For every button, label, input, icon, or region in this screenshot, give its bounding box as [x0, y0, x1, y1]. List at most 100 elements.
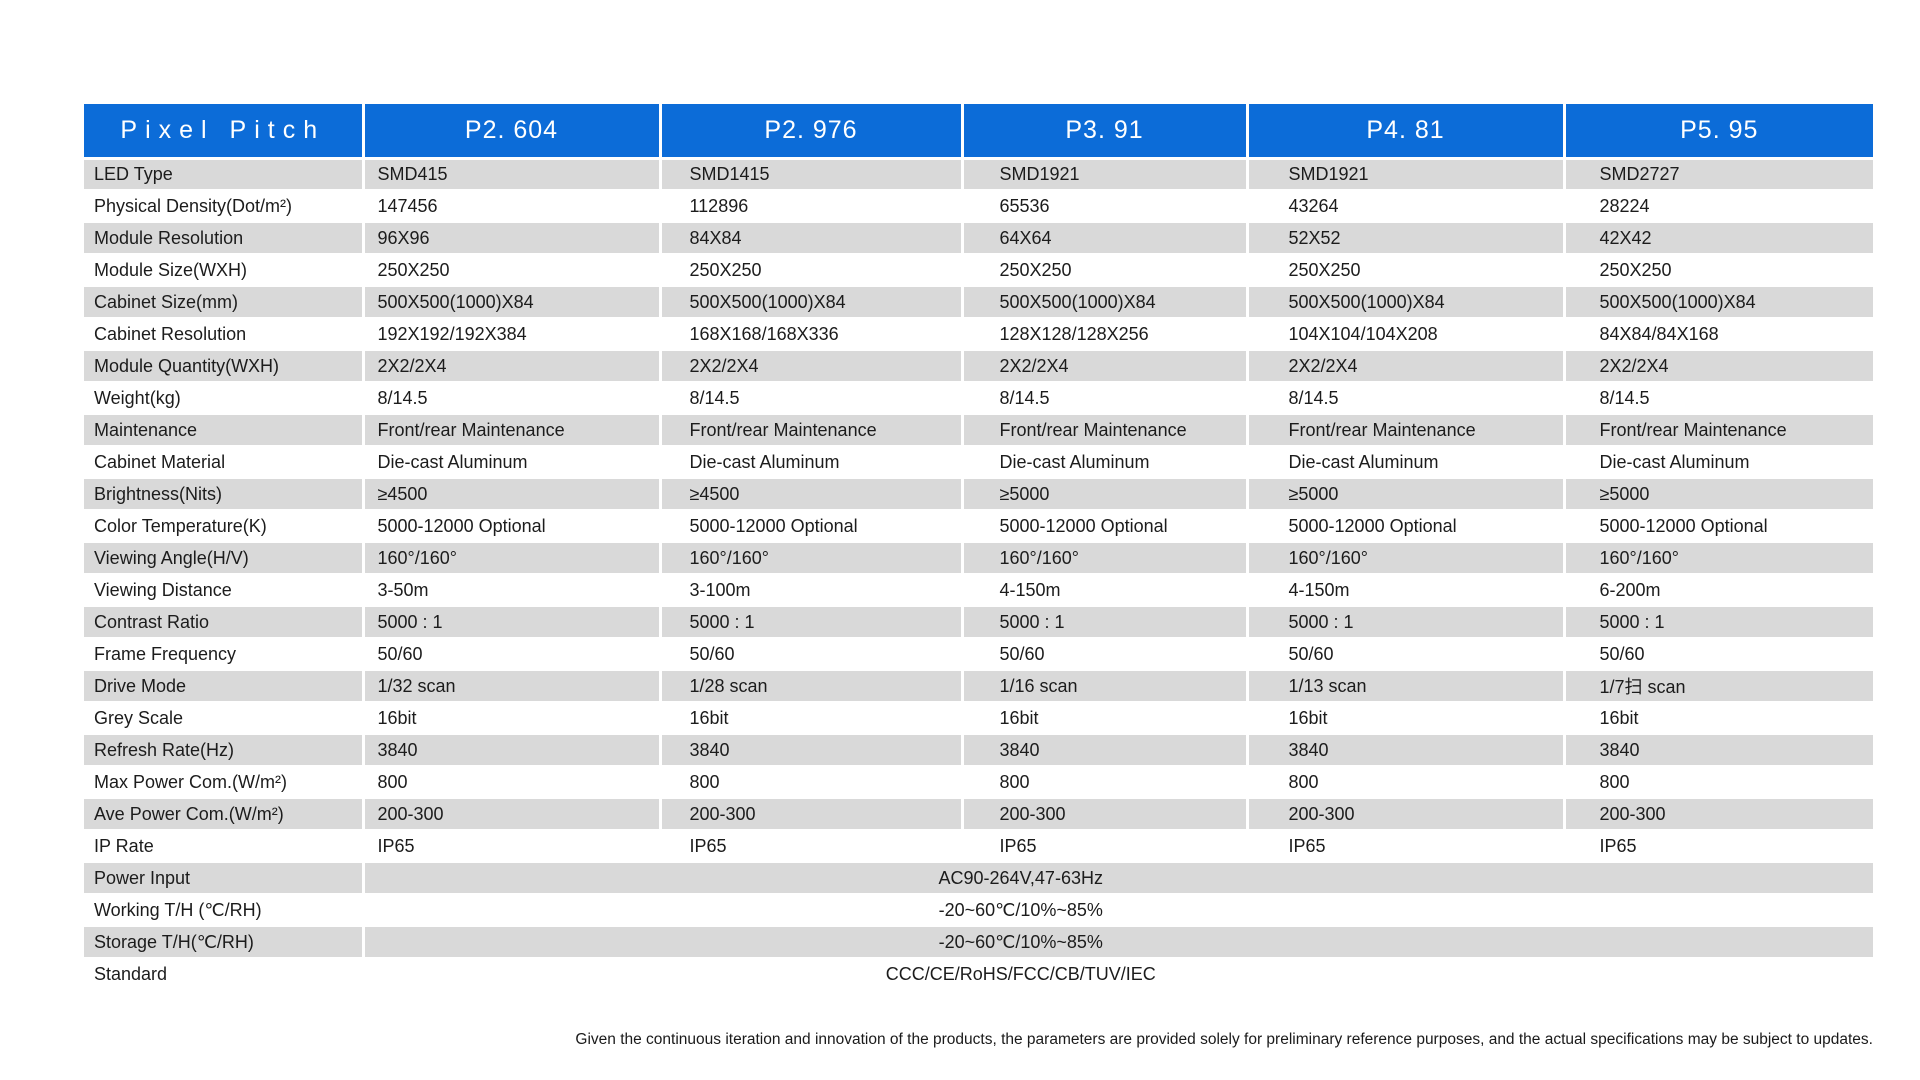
table-row: Weight(kg) 8/14.5 8/14.5 8/14.5 8/14.5 8/14.5 — [84, 382, 1873, 415]
cell-value: 43264 — [1247, 190, 1566, 223]
cell-value: 160°/160° — [1564, 542, 1873, 575]
table-row: Module Size(WXH) 250X250 250X250 250X250 250… — [84, 254, 1873, 287]
cell-value: 5000-12000 Optional — [962, 510, 1249, 543]
cell-value: 500X500(1000)X84 — [660, 286, 964, 319]
cell-value: 50/60 — [1247, 638, 1566, 671]
cell-value: SMD1921 — [962, 158, 1249, 191]
table-row: LED Type SMD415 SMD1415 SMD1921 SMD1921 SMD27… — [84, 158, 1873, 191]
cell-value: Front/rear Maintenance — [1564, 414, 1873, 447]
cell-value: ≥4500 — [660, 478, 964, 511]
cell-value: 5000-12000 Optional — [660, 510, 964, 543]
row-label: Drive Mode — [84, 670, 365, 703]
table-row: Color Temperature(K) 5000-12000 Optional 5… — [84, 510, 1873, 543]
cell-value: 5000 : 1 — [962, 606, 1249, 639]
cell-value: 3-100m — [660, 574, 964, 607]
cell-value: 250X250 — [1247, 254, 1566, 287]
row-label: Module Quantity(WXH) — [84, 350, 365, 383]
cell-value: Front/rear Maintenance — [363, 414, 662, 447]
row-merged-value: CCC/CE/RoHS/FCC/CB/TUV/IEC — [363, 958, 1873, 991]
cell-value: 800 — [1247, 766, 1566, 799]
cell-value: 8/14.5 — [1564, 382, 1873, 415]
table-row: Viewing Angle(H/V) 160°/160° 160°/160° 160°… — [84, 542, 1873, 575]
cell-value: 42X42 — [1564, 222, 1873, 255]
cell-value: IP65 — [660, 830, 964, 863]
cell-value: 200-300 — [660, 798, 964, 831]
spec-table-body: LED Type SMD415 SMD1415 SMD1921 SMD1921 SMD27… — [84, 158, 1873, 991]
table-row: Working T/H (℃/RH) -20~60℃/10%~85% — [84, 894, 1873, 927]
row-label: Refresh Rate(Hz) — [84, 734, 365, 767]
table-row: Viewing Distance 3-50m 3-100m 4-150m 4-150m 6… — [84, 574, 1873, 607]
cell-value: 4-150m — [1247, 574, 1566, 607]
cell-value: 200-300 — [962, 798, 1249, 831]
table-row: Frame Frequency 50/60 50/60 50/60 50/60 50/60 — [84, 638, 1873, 671]
cell-value: 160°/160° — [660, 542, 964, 575]
col-header-p2-604: P2. 604 — [363, 104, 662, 160]
table-row: Contrast Ratio 5000 : 1 5000 : 1 5000 : 1 50… — [84, 606, 1873, 639]
cell-value: 84X84 — [660, 222, 964, 255]
row-label: Brightness(Nits) — [84, 478, 365, 511]
row-merged-value: -20~60℃/10%~85% — [363, 894, 1873, 927]
cell-value: Front/rear Maintenance — [962, 414, 1249, 447]
cell-value: 3-50m — [363, 574, 662, 607]
row-label: Standard — [84, 958, 365, 991]
row-label: Module Size(WXH) — [84, 254, 365, 287]
table-row: Cabinet Material Die-cast Aluminum Die-cas… — [84, 446, 1873, 479]
cell-value: 250X250 — [1564, 254, 1873, 287]
table-row: Maintenance Front/rear Maintenance Front/r… — [84, 414, 1873, 447]
col-header-p5-95: P5. 95 — [1564, 104, 1873, 160]
cell-value: 5000 : 1 — [1564, 606, 1873, 639]
row-label: Color Temperature(K) — [84, 510, 365, 543]
table-row: Brightness(Nits) ≥4500 ≥4500 ≥5000 ≥5000 ≥500… — [84, 478, 1873, 511]
cell-value: Front/rear Maintenance — [1247, 414, 1566, 447]
row-label: Physical Density(Dot/m²) — [84, 190, 365, 223]
cell-value: 50/60 — [363, 638, 662, 671]
cell-value: 5000 : 1 — [1247, 606, 1566, 639]
cell-value: ≥5000 — [1247, 478, 1566, 511]
row-label: Max Power Com.(W/m²) — [84, 766, 365, 799]
cell-value: 2X2/2X4 — [962, 350, 1249, 383]
cell-value: 200-300 — [1564, 798, 1873, 831]
cell-value: 3840 — [1247, 734, 1566, 767]
cell-value: 112896 — [660, 190, 964, 223]
cell-value: 2X2/2X4 — [1564, 350, 1873, 383]
cell-value: 16bit — [1564, 702, 1873, 735]
cell-value: 500X500(1000)X84 — [363, 286, 662, 319]
cell-value: Front/rear Maintenance — [660, 414, 964, 447]
cell-value: 200-300 — [1247, 798, 1566, 831]
cell-value: 50/60 — [962, 638, 1249, 671]
cell-value: 3840 — [1564, 734, 1873, 767]
row-merged-value: AC90-264V,47-63Hz — [363, 862, 1873, 895]
row-label: Storage T/H(℃/RH) — [84, 926, 365, 959]
table-row: Refresh Rate(Hz) 3840 3840 3840 3840 3840 — [84, 734, 1873, 767]
cell-value: 2X2/2X4 — [1247, 350, 1566, 383]
table-row: Power Input AC90-264V,47-63Hz — [84, 862, 1873, 895]
table-row: Drive Mode 1/32 scan 1/28 scan 1/16 scan 1/1… — [84, 670, 1873, 703]
cell-value: SMD1921 — [1247, 158, 1566, 191]
cell-value: 800 — [1564, 766, 1873, 799]
table-row: IP Rate IP65 IP65 IP65 IP65 IP65 — [84, 830, 1873, 863]
cell-value: 16bit — [660, 702, 964, 735]
cell-value: SMD2727 — [1564, 158, 1873, 191]
cell-value: Die-cast Aluminum — [363, 446, 662, 479]
table-row: Cabinet Resolution 192X192/192X384 168X168… — [84, 318, 1873, 351]
table-row: Module Resolution 96X96 84X84 64X64 52X52 42X… — [84, 222, 1873, 255]
cell-value: 5000-12000 Optional — [1247, 510, 1566, 543]
cell-value: 128X128/128X256 — [962, 318, 1249, 351]
cell-value: 250X250 — [363, 254, 662, 287]
header-row: Pixel Pitch P2. 604 P2. 976 P3. 91 P4. 8… — [84, 104, 1873, 160]
row-label: Working T/H (℃/RH) — [84, 894, 365, 927]
cell-value: 3840 — [962, 734, 1249, 767]
cell-value: 50/60 — [660, 638, 964, 671]
disclaimer-note: Given the continuous iteration and innov… — [575, 1031, 1873, 1048]
cell-value: 28224 — [1564, 190, 1873, 223]
cell-value: 192X192/192X384 — [363, 318, 662, 351]
spec-table-container: Pixel Pitch P2. 604 P2. 976 P3. 91 P4. 8… — [84, 104, 1873, 991]
cell-value: 160°/160° — [363, 542, 662, 575]
cell-value: 168X168/168X336 — [660, 318, 964, 351]
cell-value: 3840 — [363, 734, 662, 767]
row-label: Cabinet Size(mm) — [84, 286, 365, 319]
row-label: Cabinet Material — [84, 446, 365, 479]
cell-value: 1/28 scan — [660, 670, 964, 703]
table-row: Physical Density(Dot/m²) 147456 112896 6553… — [84, 190, 1873, 223]
row-merged-value: -20~60℃/10%~85% — [363, 926, 1873, 959]
